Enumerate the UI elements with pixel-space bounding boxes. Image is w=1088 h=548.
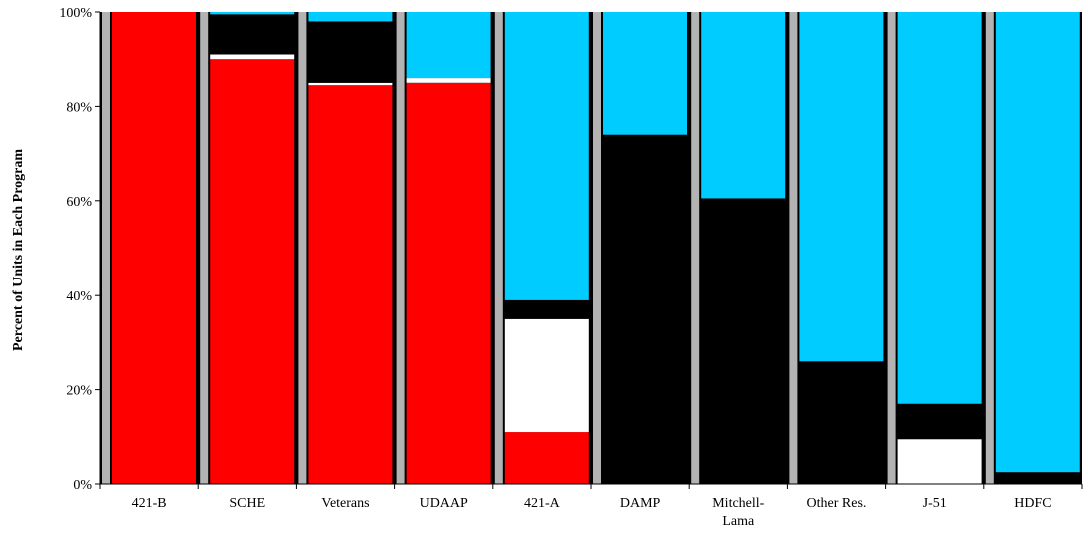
bar-gap <box>396 12 405 484</box>
bar-segment-udaap-s3 <box>406 12 491 79</box>
y-tick-labels: 0% 20% 40% 60% 80% 100% <box>59 6 92 493</box>
bar-gap <box>593 12 601 484</box>
bar-segment-hdfc-s3 <box>995 12 1080 473</box>
bar-segment-421-a-s0 <box>504 432 589 484</box>
x-tick-label: Veterans <box>321 496 369 511</box>
bar-gap <box>691 12 700 484</box>
bar-segment-udaap-s1 <box>406 78 491 83</box>
y-axis <box>95 11 1083 489</box>
x-tick-labels: 421-B SCHE Veterans UDAAP 421-A DAMP Mitchell-… <box>132 496 1052 529</box>
bar-segment-421-a-s2 <box>504 299 589 319</box>
bar-segment-udaap-s0 <box>406 82 491 485</box>
bar-segment-421-a-s1 <box>504 318 589 433</box>
y-tick-label: 80% <box>66 100 92 115</box>
x-tick-label: Mitchell-Lama <box>712 496 764 529</box>
bar-segment-veterans-s1 <box>308 82 393 86</box>
bar-gap <box>985 12 994 484</box>
bar-gap <box>887 12 896 484</box>
bar-gap <box>102 12 110 484</box>
x-tick-label: UDAAP <box>420 496 468 511</box>
y-tick-label: 0% <box>73 478 92 493</box>
bar-segment-sche-s3 <box>210 12 295 15</box>
bar-segment-sche-s0 <box>210 59 295 484</box>
x-tick-label: HDFC <box>1014 496 1051 511</box>
x-tick-label: 421-B <box>132 496 167 511</box>
bar-segment-other-res--s2 <box>799 361 884 484</box>
y-axis-title: Percent of Units in Each Program <box>11 149 26 351</box>
y-tick-label: 40% <box>66 289 92 304</box>
x-tick-label: Other Res. <box>807 496 867 511</box>
bar-segment-j-51-s3 <box>897 12 982 404</box>
bars-layer <box>102 12 1080 485</box>
bar-segment-hdfc-s2 <box>995 472 1080 484</box>
bar-segment-mitchell-lama-s3 <box>701 12 786 199</box>
bar-gap <box>200 12 209 484</box>
bar-segment-veterans-s0 <box>308 85 393 484</box>
bar-segment-other-res--s3 <box>799 12 884 362</box>
x-tick-label: SCHE <box>229 496 265 511</box>
bar-segment-sche-s1 <box>210 54 295 60</box>
bar-segment-veterans-s2 <box>308 21 393 83</box>
bar-segment-421-a-s3 <box>504 12 589 300</box>
y-tick-label: 100% <box>59 6 92 21</box>
bar-segment-veterans-s3 <box>308 12 393 22</box>
y-tick-label: 60% <box>66 195 92 210</box>
bar-segment-j-51-s1 <box>897 439 982 484</box>
bar-segment-damp-s2 <box>603 134 687 484</box>
bar-segment-j-51-s2 <box>897 403 982 440</box>
bar-segment-421-b-s0 <box>112 12 196 484</box>
y-tick-label: 20% <box>66 384 92 399</box>
bar-segment-mitchell-lama-s2 <box>701 198 786 484</box>
x-tick-label: 421-A <box>524 496 561 511</box>
bar-segment-damp-s3 <box>603 12 687 135</box>
bar-gap <box>298 12 307 484</box>
x-tick-label: DAMP <box>620 496 661 511</box>
bar-gap <box>789 12 798 484</box>
x-tick-label: J-51 <box>923 496 947 511</box>
bar-segment-sche-s2 <box>210 14 295 55</box>
bar-gap <box>494 12 503 484</box>
